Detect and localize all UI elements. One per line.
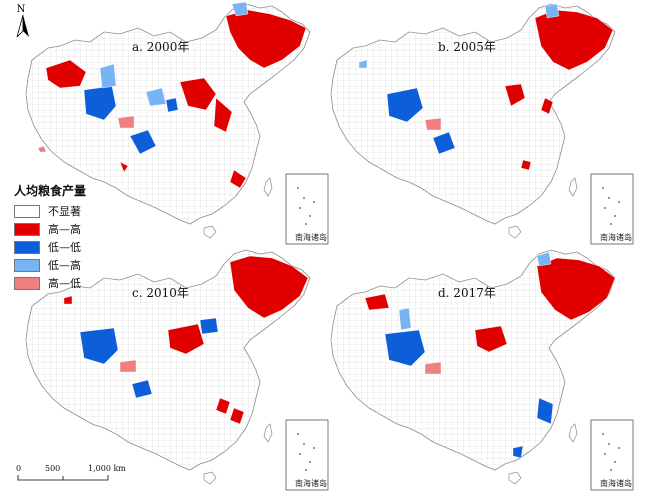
hainan-island — [508, 471, 522, 485]
map-panel-d — [330, 249, 634, 491]
high-high-cluster — [225, 9, 307, 69]
high-high-cluster — [540, 97, 554, 115]
low-low-cluster — [386, 87, 424, 123]
taiwan-island — [568, 423, 578, 443]
legend-swatch — [14, 204, 40, 218]
panel-b-title: b. 2005年 — [438, 40, 496, 54]
high-high-cluster — [534, 9, 614, 71]
legend-item-low-high: 低—高 — [14, 256, 86, 274]
legend-item-high-high: 高—高 — [14, 220, 86, 238]
map-panel-a — [25, 1, 329, 245]
low-low-cluster — [432, 131, 456, 155]
high-low-cluster — [424, 361, 442, 375]
taiwan-island — [263, 177, 273, 197]
legend-item-high-low: 高—低 — [14, 274, 86, 292]
panel-c-title: c. 2010年 — [132, 286, 189, 300]
legend-swatch — [14, 258, 40, 272]
high-high-cluster — [119, 161, 129, 173]
scale-label-1000: 1,000 km — [88, 464, 126, 473]
legend-item-low-low: 低—低 — [14, 238, 86, 256]
high-high-cluster — [179, 77, 217, 111]
south-china-sea-inset — [590, 419, 634, 491]
north-arrow: N — [16, 4, 30, 40]
scale-bar — [17, 475, 109, 481]
high-high-cluster — [364, 293, 390, 311]
map-panel-b — [330, 3, 634, 245]
low-low-cluster — [79, 327, 119, 365]
high-low-cluster — [119, 359, 137, 373]
legend-label: 高—高 — [48, 223, 81, 236]
panel-d-title: d. 2017年 — [438, 286, 496, 300]
map-panel-c — [25, 249, 329, 491]
inset-a-label: 南海诸岛 — [295, 233, 327, 242]
low-low-cluster — [129, 129, 157, 155]
high-high-cluster — [167, 323, 205, 355]
hainan-island — [508, 225, 522, 239]
low-high-cluster — [145, 87, 167, 107]
high-low-cluster — [424, 117, 442, 131]
low-high-cluster — [544, 3, 560, 19]
legend-swatch — [14, 276, 40, 290]
north-label: N — [16, 4, 26, 15]
taiwan-island — [568, 177, 578, 197]
inset-d-label: 南海诸岛 — [600, 479, 632, 488]
legend-label: 低—高 — [48, 259, 81, 272]
low-low-cluster — [199, 317, 219, 335]
scale-label-500: 500 — [45, 464, 61, 473]
inset-b-label: 南海诸岛 — [600, 233, 632, 242]
legend-label: 不显著 — [48, 205, 81, 218]
panel-a-title: a. 2000年 — [132, 40, 190, 54]
legend-label: 高—低 — [48, 277, 81, 290]
north-arrow-icon — [16, 14, 29, 39]
low-high-cluster — [536, 251, 552, 267]
low-high-cluster — [358, 59, 368, 69]
low-high-cluster — [231, 1, 249, 17]
taiwan-island — [263, 423, 273, 443]
low-low-cluster — [512, 445, 524, 459]
legend-swatch — [14, 222, 40, 236]
high-high-cluster — [215, 397, 231, 415]
low-low-cluster — [384, 329, 426, 367]
high-high-cluster — [520, 159, 532, 171]
high-high-cluster — [229, 407, 245, 425]
low-high-cluster — [398, 307, 412, 331]
low-high-cluster — [99, 63, 117, 89]
high-high-cluster — [213, 97, 233, 133]
legend-title: 人均粮食产量 — [14, 184, 87, 198]
legend: 人均粮食产量 不显著 高—高 低—低 低—高 高—低 — [14, 182, 86, 292]
legend-item-not-significant: 不显著 — [14, 202, 86, 220]
hainan-island — [203, 225, 217, 239]
hainan-island — [203, 471, 217, 485]
high-high-cluster — [229, 169, 247, 189]
south-china-sea-inset — [285, 173, 329, 245]
high-high-cluster — [45, 59, 87, 89]
legend-label: 低—低 — [48, 241, 81, 254]
high-high-cluster — [474, 325, 508, 353]
scale-label-0: 0 — [16, 464, 22, 473]
low-low-cluster — [131, 379, 153, 399]
south-china-sea-inset — [285, 419, 329, 491]
high-high-cluster — [63, 295, 73, 305]
low-low-cluster — [165, 97, 179, 113]
high-low-cluster — [37, 145, 47, 153]
south-china-sea-inset — [590, 173, 634, 245]
inset-c-label: 南海诸岛 — [295, 479, 327, 488]
high-high-cluster — [536, 257, 616, 321]
high-high-cluster — [229, 255, 309, 319]
low-low-cluster — [536, 397, 554, 425]
high-high-cluster — [504, 83, 526, 107]
high-low-cluster — [117, 115, 135, 129]
legend-swatch — [14, 240, 40, 254]
